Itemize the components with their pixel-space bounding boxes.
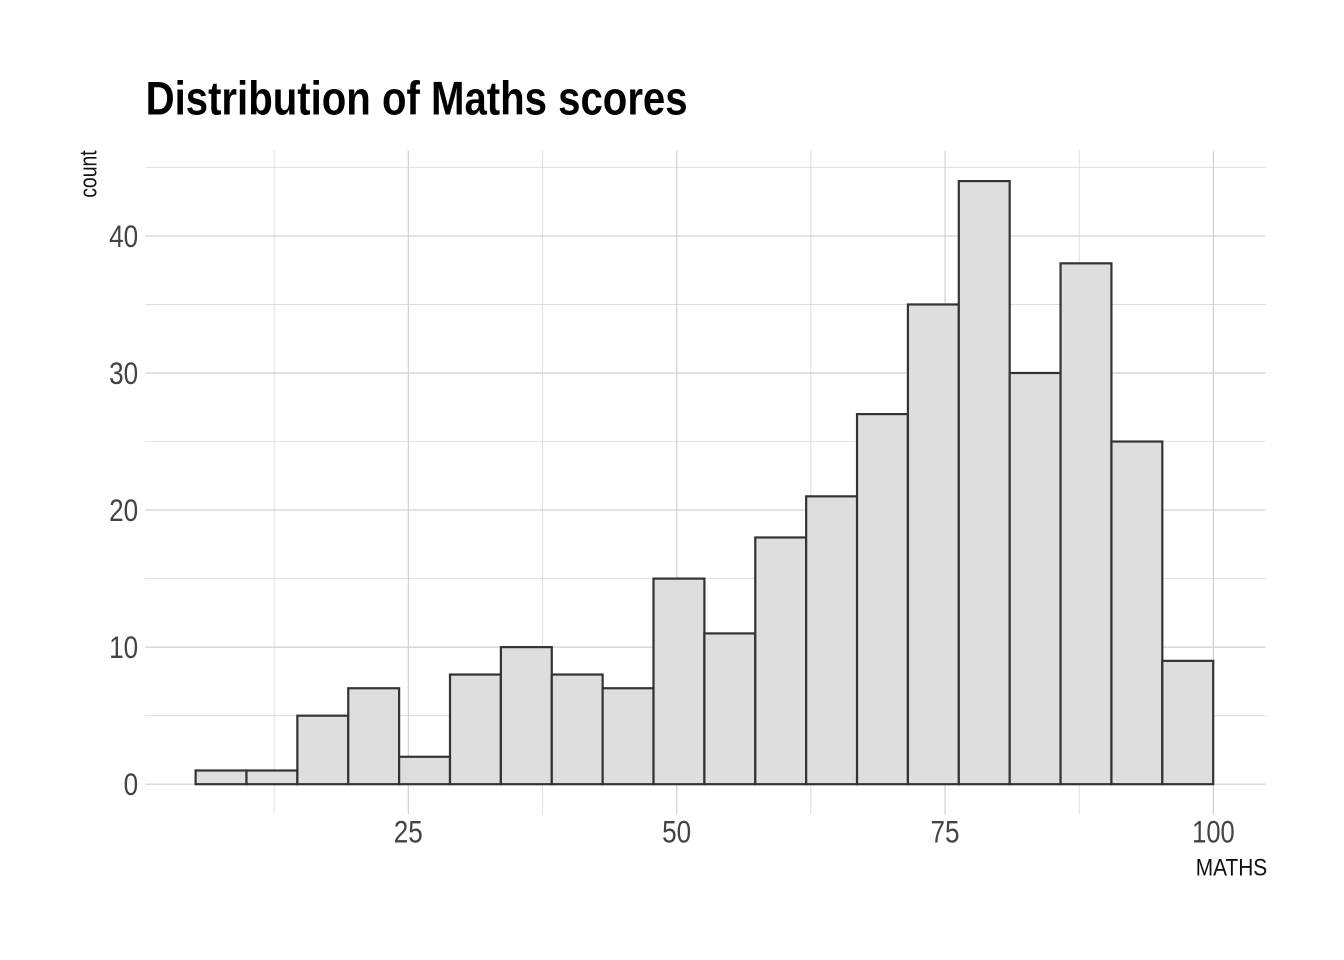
svg-text:50: 50 <box>662 814 691 850</box>
svg-text:100: 100 <box>1192 814 1235 850</box>
svg-text:20: 20 <box>109 492 138 528</box>
svg-text:Distribution of Maths scores: Distribution of Maths scores <box>146 72 688 125</box>
svg-text:30: 30 <box>109 355 138 391</box>
svg-text:0: 0 <box>124 766 139 802</box>
svg-text:count: count <box>76 150 103 198</box>
svg-text:40: 40 <box>109 218 138 254</box>
svg-text:MATHS: MATHS <box>1196 854 1268 881</box>
svg-text:75: 75 <box>931 814 960 850</box>
svg-text:25: 25 <box>394 814 423 850</box>
svg-text:10: 10 <box>109 629 138 665</box>
